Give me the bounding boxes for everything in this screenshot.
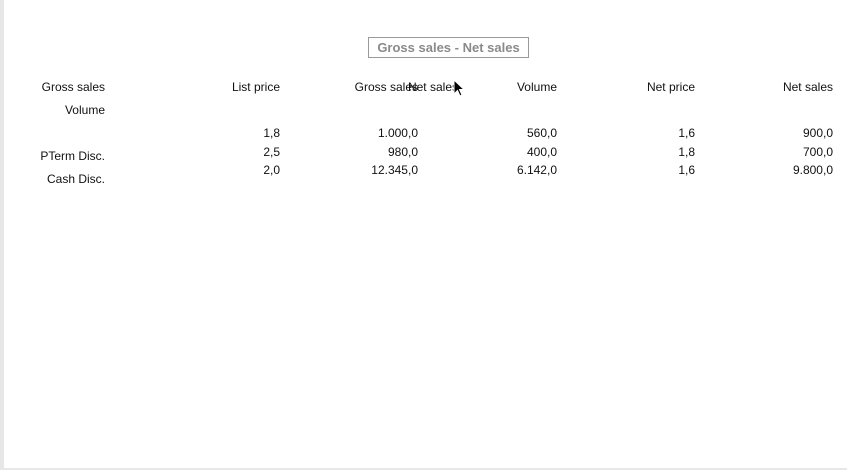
cell-row1-list-price[interactable]: 1,8 bbox=[263, 126, 280, 140]
column-header-net-sales-drag[interactable]: Net sales bbox=[407, 80, 458, 94]
cell-row2-gross-sales[interactable]: 980,0 bbox=[387, 145, 418, 159]
cell-row3-gross-sales[interactable]: 12.345,0 bbox=[371, 163, 418, 177]
window-left-border bbox=[0, 0, 4, 470]
cell-row1-gross-sales[interactable]: 1.000,0 bbox=[377, 126, 418, 140]
cell-row3-volume[interactable]: 6.142,0 bbox=[516, 163, 557, 177]
window-bottom-border bbox=[0, 468, 847, 470]
row-label-pterm-disc: PTerm Disc. bbox=[40, 149, 105, 163]
cell-row2-net-price[interactable]: 1,8 bbox=[678, 145, 695, 159]
cell-row3-list-price[interactable]: 2,0 bbox=[263, 163, 280, 177]
cell-row3-net-sales[interactable]: 9.800,0 bbox=[792, 163, 833, 177]
cell-row1-net-sales[interactable]: 900,0 bbox=[802, 126, 833, 140]
report-title-button[interactable]: Gross sales - Net sales bbox=[368, 37, 529, 58]
column-header-list-price[interactable]: List price bbox=[231, 80, 280, 94]
column-header-net-price[interactable]: Net price bbox=[646, 80, 695, 94]
cell-row2-volume[interactable]: 400,0 bbox=[526, 145, 557, 159]
cell-row2-net-sales[interactable]: 700,0 bbox=[802, 145, 833, 159]
column-header-net-sales[interactable]: Net sales bbox=[782, 80, 833, 94]
cell-row3-net-price[interactable]: 1,6 bbox=[678, 163, 695, 177]
row-label-cash-disc: Cash Disc. bbox=[46, 172, 105, 186]
column-header-gross-sales[interactable]: Gross sales bbox=[354, 80, 418, 94]
column-header-volume[interactable]: Volume bbox=[516, 80, 557, 94]
mouse-pointer-icon bbox=[453, 79, 465, 97]
cell-row2-list-price[interactable]: 2,5 bbox=[263, 145, 280, 159]
row-label-volume: Volume bbox=[64, 103, 105, 117]
cell-row1-volume[interactable]: 560,0 bbox=[526, 126, 557, 140]
cell-row1-net-price[interactable]: 1,6 bbox=[678, 126, 695, 140]
row-label-gross-sales: Gross sales bbox=[41, 80, 105, 94]
